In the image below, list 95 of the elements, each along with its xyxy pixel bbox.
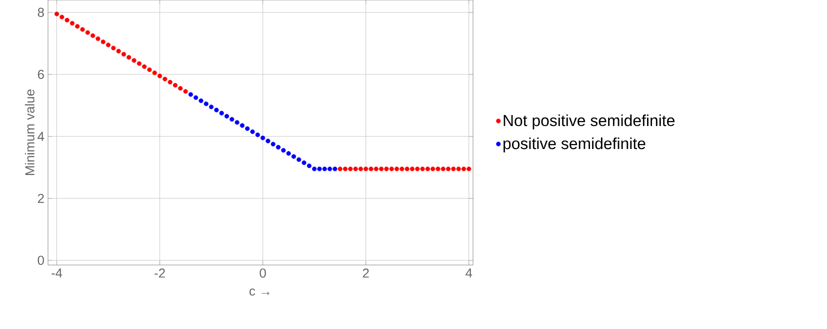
point <box>322 166 327 172</box>
legend-label: positive semidefinite <box>504 137 646 152</box>
legend-label: Not positive semidefinite <box>504 114 675 130</box>
point <box>80 27 85 32</box>
point <box>374 166 378 172</box>
point <box>327 166 332 172</box>
point <box>420 166 425 172</box>
point <box>389 166 394 172</box>
point <box>353 166 358 172</box>
y-tick-label: 4 <box>38 132 44 141</box>
point <box>410 166 415 172</box>
point <box>436 166 440 172</box>
point <box>240 123 245 128</box>
point <box>255 132 260 138</box>
point <box>54 12 60 16</box>
x-tick-label: 2 <box>362 268 369 278</box>
point <box>286 151 291 156</box>
point <box>126 55 132 60</box>
point <box>198 98 204 104</box>
x-tick-label: 4 <box>466 268 472 278</box>
point <box>172 82 178 88</box>
point <box>219 110 224 116</box>
point <box>425 166 430 172</box>
point <box>178 86 183 91</box>
point <box>214 108 219 112</box>
y-axis-title: Minimum value <box>24 90 34 175</box>
point <box>106 42 111 48</box>
point <box>70 20 75 26</box>
x-axis-title: c → <box>250 288 270 296</box>
point <box>64 18 70 22</box>
point <box>204 102 208 106</box>
x-tick-label: 0 <box>260 268 266 278</box>
point <box>348 166 353 172</box>
y-tick-label: 6 <box>38 70 44 79</box>
point <box>234 120 240 125</box>
point <box>466 166 472 172</box>
point <box>85 30 90 35</box>
point <box>162 76 168 82</box>
point <box>394 166 400 172</box>
point <box>332 166 338 172</box>
point <box>230 117 234 122</box>
point <box>430 166 436 172</box>
point <box>209 104 214 110</box>
x-tick-label: -2 <box>154 268 165 278</box>
point <box>400 166 404 172</box>
point <box>132 58 136 63</box>
point <box>342 166 348 172</box>
point <box>368 166 374 172</box>
point <box>194 95 198 100</box>
point <box>296 157 302 162</box>
point <box>142 64 147 69</box>
point <box>121 52 126 57</box>
point <box>116 48 121 54</box>
y-tick-label: 2 <box>38 194 44 203</box>
point <box>281 148 286 153</box>
point <box>302 160 306 166</box>
y-tick-label: 8 <box>38 8 44 17</box>
point <box>358 166 364 172</box>
point <box>75 24 80 29</box>
point <box>266 138 270 144</box>
point <box>415 166 420 172</box>
point <box>404 166 410 172</box>
point <box>60 14 64 20</box>
x-tick-label: -4 <box>52 268 62 278</box>
point <box>384 166 389 172</box>
point <box>157 74 162 78</box>
point <box>446 166 451 172</box>
point <box>456 166 461 172</box>
point <box>317 166 322 172</box>
point <box>276 144 281 150</box>
point <box>461 166 466 172</box>
point <box>291 154 296 159</box>
point <box>364 166 368 172</box>
point <box>224 114 230 119</box>
point <box>100 40 106 44</box>
point <box>147 67 152 72</box>
point <box>379 166 384 172</box>
point <box>440 166 446 172</box>
point <box>111 46 116 50</box>
point <box>270 142 276 146</box>
point <box>451 166 456 172</box>
point <box>260 136 266 140</box>
point <box>168 80 172 84</box>
point <box>306 164 312 168</box>
point <box>152 70 157 76</box>
point <box>90 33 96 38</box>
point <box>96 36 100 42</box>
point <box>183 89 188 94</box>
point <box>338 166 342 172</box>
point <box>312 166 317 172</box>
point <box>250 129 255 134</box>
point <box>245 126 250 131</box>
y-tick-label: 0 <box>38 256 44 265</box>
point <box>136 61 142 66</box>
point <box>188 92 193 97</box>
